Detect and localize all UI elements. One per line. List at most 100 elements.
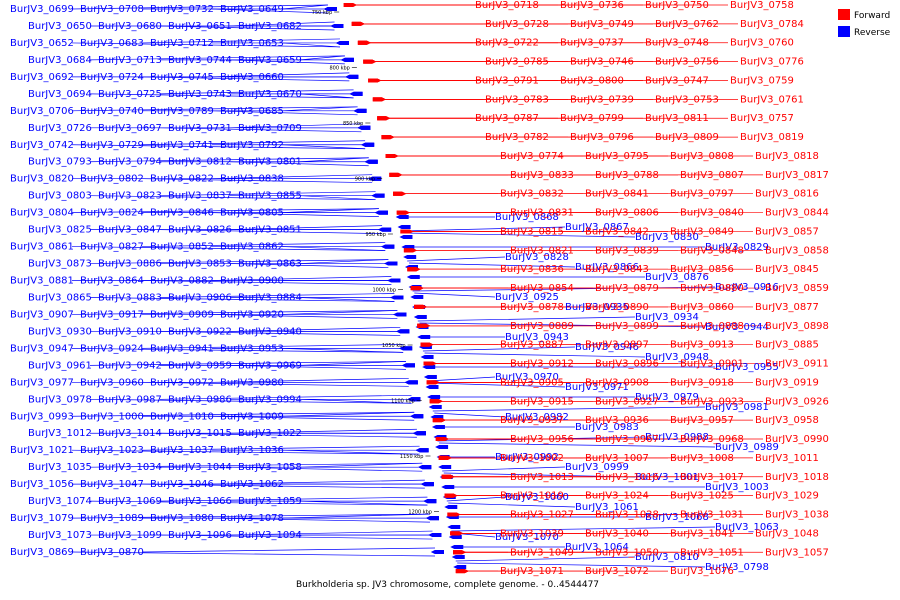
tick-label: 1200 kbp	[408, 510, 432, 516]
gene-arrow-forward	[351, 21, 365, 26]
gene-feature-arrows	[323, 3, 469, 574]
gene-label-reverse: BurJV3_0873	[28, 259, 92, 270]
gene-label-reverse: BurJV3_0886	[98, 259, 162, 270]
gene-label-reverse: BurJV3_0981	[705, 402, 769, 413]
leader-line-reverse	[159, 89, 354, 95]
gene-label-forward: BurJV3_0908	[585, 377, 649, 388]
gene-arrow-forward	[447, 512, 461, 517]
leader-line-reverse	[159, 331, 401, 336]
gene-label-reverse: BurJV3_0971	[565, 382, 629, 393]
leader-line-reverse	[299, 361, 406, 366]
gene-label-reverse: BurJV3_0731	[168, 123, 232, 134]
leader-line-reverse	[281, 449, 420, 455]
leader-line-reverse	[89, 462, 423, 468]
leader-line-reverse	[439, 442, 716, 448]
gene-label-forward: BurJV3_0739	[570, 94, 634, 105]
leader-line-reverse	[159, 127, 362, 133]
leader-line-reverse	[71, 106, 358, 112]
gene-arrow-reverse	[453, 565, 467, 569]
gene-label-forward: BurJV3_0967	[595, 434, 659, 445]
gene-arrow-forward	[429, 399, 443, 404]
gene-arrow-reverse	[335, 40, 349, 45]
leader-line-reverse	[71, 208, 379, 213]
leader-line-reverse	[281, 310, 398, 315]
gene-arrow-forward	[444, 493, 458, 498]
gene-label-reverse: BurJV3_0792	[220, 140, 284, 151]
gene-label-reverse: BurJV3_1079	[10, 513, 74, 524]
gene-label-reverse: BurJV3_0982	[505, 412, 569, 423]
leader-line-reverse	[159, 293, 395, 298]
gene-label-forward: BurJV3_0791	[475, 75, 539, 86]
gene-label-reverse: BurJV3_1073	[28, 530, 92, 541]
gene-label-forward: BurJV3_0758	[730, 0, 794, 11]
gene-label-reverse: BurJV3_1061	[575, 502, 639, 513]
leader-line-reverse	[299, 195, 376, 201]
gene-arrow-reverse	[384, 261, 398, 266]
gene-label-reverse: BurJV3_0924	[80, 343, 144, 354]
gene-label-reverse: BurJV3_1096	[168, 530, 232, 541]
gene-label-reverse: BurJV3_0803	[28, 191, 92, 202]
tick-label: 850 kbp	[343, 121, 363, 127]
gene-label-reverse: BurJV3_0979	[635, 392, 699, 403]
gene-label-reverse: BurJV3_0960	[80, 377, 144, 388]
gene-label-reverse: BurJV3_0970	[495, 372, 559, 383]
gene-label-forward: BurJV3_1029	[755, 491, 819, 502]
gene-arrow-forward	[389, 172, 403, 177]
gene-label-forward: BurJV3_0808	[670, 151, 734, 162]
gene-label-reverse: BurJV3_0972	[150, 377, 214, 388]
gene-label-reverse: BurJV3_0916	[715, 282, 779, 293]
leader-line-reverse	[443, 472, 636, 478]
leader-line-reverse	[229, 530, 433, 536]
gene-label-reverse: BurJV3_0740	[80, 106, 144, 117]
gene-label-reverse: BurJV3_0794	[98, 157, 162, 168]
gene-label-reverse: BurJV3_0994	[238, 394, 302, 405]
leader-line-reverse	[422, 346, 576, 352]
gene-label-reverse: BurJV3_1010	[150, 411, 214, 422]
gene-label-reverse: BurJV3_0992	[495, 452, 559, 463]
gene-label-forward: BurJV3_0809	[655, 132, 719, 143]
gene-label-leaders	[71, 4, 763, 572]
leader-line-reverse	[432, 406, 706, 412]
gene-label-forward: BurJV3_1016	[595, 472, 659, 483]
gene-label-forward: BurJV3_0747	[645, 75, 709, 86]
leader-line-reverse	[159, 496, 428, 502]
leader-line-reverse	[229, 327, 401, 332]
gene-label-reverse: BurJV3_0999	[565, 462, 629, 473]
gene-label-reverse: BurJV3_0867	[565, 222, 629, 233]
leader-line-reverse	[299, 157, 369, 163]
gene-label-forward: BurJV3_0728	[485, 19, 549, 30]
gene-arrow-reverse	[361, 142, 375, 147]
gene-label-reverse: BurJV3_1060	[505, 492, 569, 503]
gene-label-reverse: BurJV3_0847	[98, 225, 162, 236]
gene-label-reverse: BurJV3_1047	[80, 479, 144, 490]
gene-label-reverse: BurJV3_0694	[28, 89, 92, 100]
gene-label-forward: BurJV3_0912	[510, 359, 574, 370]
gene-arrow-forward	[363, 59, 377, 64]
leader-line-reverse	[159, 229, 383, 234]
tick-label: 1050 kbp	[382, 343, 406, 349]
gene-label-forward: BurJV3_1017	[680, 472, 744, 483]
leader-line-reverse	[141, 178, 373, 184]
leader-line-reverse	[141, 344, 404, 349]
gene-label-forward: BurJV3_0749	[570, 19, 634, 30]
gene-arrow-forward	[414, 304, 428, 309]
leader-line-reverse	[71, 411, 415, 417]
gene-label-reverse: BurJV3_0820	[10, 174, 74, 185]
gene-arrow-reverse	[403, 255, 417, 259]
gene-arrow-forward	[432, 418, 446, 423]
gene-label-forward: BurJV3_1041	[670, 528, 734, 539]
gene-label-forward: BurJV3_0788	[595, 170, 659, 181]
leader-line-reverse	[229, 161, 369, 167]
leader-line-reverse	[229, 365, 406, 370]
leader-line-reverse	[446, 496, 506, 502]
gene-arrow-reverse	[374, 210, 388, 215]
gene-label-forward: BurJV3_0937	[500, 415, 564, 426]
gene-label-reverse: BurJV3_0684	[28, 55, 92, 66]
gene-label-reverse: BurJV3_0987	[98, 394, 162, 405]
gene-label-reverse: BurJV3_1022	[238, 428, 302, 439]
tick-label: 1150 kbp	[400, 454, 424, 460]
leader-line-reverse	[89, 297, 395, 302]
gene-label-reverse: BurJV3_1044	[168, 462, 232, 473]
gene-label-reverse: BurJV3_0650	[28, 21, 92, 32]
gene-arrow-reverse	[349, 91, 363, 96]
